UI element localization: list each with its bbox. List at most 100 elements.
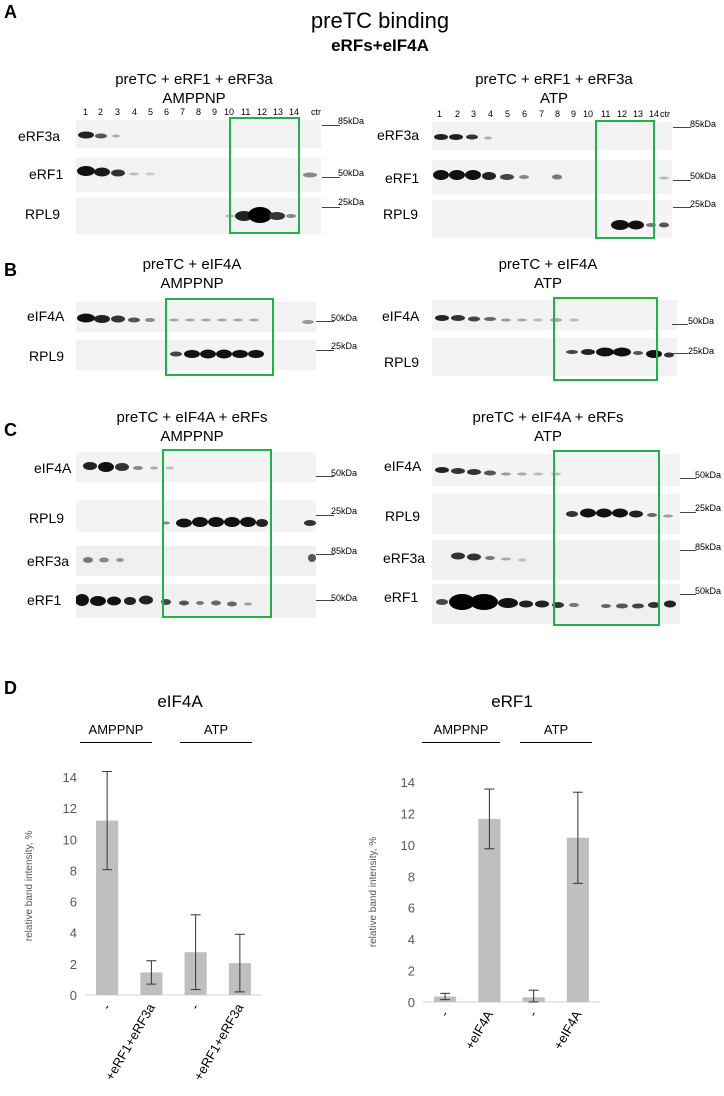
bar [566, 837, 589, 1002]
blot-band [145, 318, 155, 322]
blot-band [196, 601, 204, 605]
blot-label: eIF4A [384, 458, 422, 474]
blot-label: eRF1 [384, 589, 419, 605]
panel-b-left-blots [76, 302, 316, 370]
y-tick-label: 2 [408, 964, 415, 979]
blot-label: eIF4A [34, 460, 72, 476]
lane-number: 11 [601, 109, 611, 119]
blot-band [112, 134, 120, 138]
panel-label-d: D [4, 678, 17, 698]
panel-b-right-title-1: preTC + eIF4A [498, 256, 598, 273]
mw-marker-line [316, 321, 334, 322]
blot-band [533, 318, 543, 322]
blot-band [217, 318, 227, 322]
y-tick-label: 2 [70, 957, 77, 972]
blot-band [569, 318, 579, 322]
blot-label: RPL9 [384, 354, 420, 370]
blot-band [659, 176, 669, 180]
blot-label: RPL9 [383, 206, 419, 222]
mw-marker-line [673, 127, 691, 128]
mw-marker: 85kDa [338, 116, 365, 126]
blot-band [647, 513, 657, 517]
lane-number: 3 [471, 109, 477, 119]
panel-a-right-lane-numbers: 1 2 3 4 5 6 7 8 9 10 11 12 13 14 ctr [0, 109, 724, 121]
lane-number: 13 [273, 107, 284, 117]
blot-band [200, 349, 216, 359]
blot-band [256, 519, 268, 527]
blot-band [116, 558, 124, 562]
blot-label: RPL9 [25, 206, 61, 222]
blot-band [451, 315, 465, 321]
panel-b-right-title-2: ATP [533, 275, 563, 292]
blot-strip [76, 546, 316, 576]
blot-label: eRF1 [385, 170, 420, 186]
panel-label-a: A [4, 2, 17, 22]
blot-band [111, 315, 125, 323]
mw-marker: 25kDa [688, 346, 715, 356]
figure-subtitle: eRFs+eIF4A [331, 36, 429, 55]
y-tick-label: 8 [408, 869, 415, 884]
blot-band [90, 596, 106, 606]
y-tick-label: 10 [63, 832, 77, 847]
highlight-box [229, 117, 300, 234]
lane-number: 9 [571, 109, 577, 119]
blot-label: RPL9 [29, 348, 65, 364]
y-tick-label: 14 [401, 775, 415, 790]
y-tick-label: 6 [408, 901, 415, 916]
blot-band [485, 556, 495, 560]
blot-band [519, 600, 533, 608]
x-tick-label: - [99, 1001, 114, 1012]
blot-band [484, 136, 492, 140]
blot-band [616, 603, 628, 609]
lane-number: 14 [649, 109, 660, 119]
blot-band [466, 134, 478, 140]
x-tick-label: +eIF4A [550, 1008, 584, 1052]
panel-b-left-title-2: AMPPNP [160, 275, 224, 292]
blot-band [78, 131, 94, 139]
blot-band [663, 514, 673, 518]
blot-band [133, 466, 143, 470]
mw-marker-line [316, 554, 334, 555]
mw-marker: 25kDa [690, 199, 717, 209]
panel-label-c: C [4, 420, 17, 440]
mw-marker-line [680, 512, 696, 513]
blot-band [201, 318, 211, 322]
blot-band [517, 472, 527, 476]
blot-band [501, 472, 511, 476]
lane-number: 5 [148, 107, 154, 117]
figure-title: preTC binding [310, 8, 450, 33]
blot-band [107, 596, 121, 606]
panel-a-left-lane-numbers: 1 2 3 4 5 6 7 8 9 10 11 12 13 14 ctr [0, 107, 340, 119]
panel-c-left-title-2: AMPPNP [160, 428, 224, 445]
blot-label: RPL9 [29, 510, 65, 526]
lane-number: 4 [132, 107, 138, 117]
lane-number: 7 [539, 109, 545, 119]
blot-band [569, 603, 579, 607]
chart-title-eif4a: eIF4A [157, 692, 203, 711]
blot-band [484, 317, 496, 321]
panel-a-right-blots [432, 122, 672, 238]
mw-marker-line [322, 125, 340, 126]
y-tick-label: 12 [401, 806, 415, 821]
blot-band [646, 350, 662, 358]
mw-marker: 25kDa [331, 341, 358, 351]
blot-strip [432, 200, 672, 238]
blot-label: eRF3a [383, 550, 426, 566]
blot-band [533, 472, 543, 476]
blot-band [192, 517, 208, 527]
blot-band [648, 602, 660, 608]
blot-band [433, 170, 449, 180]
blot-band [435, 315, 449, 321]
blot-band [566, 350, 578, 354]
highlight-box [162, 449, 272, 618]
blot-label: eRF3a [377, 127, 420, 143]
blot-strip [76, 500, 316, 532]
blot-band [83, 462, 97, 470]
blot-band [601, 604, 611, 608]
lane-number: ctr [660, 109, 670, 119]
blot-band [166, 466, 174, 470]
lane-number: 12 [257, 107, 268, 117]
blot-band [451, 552, 465, 560]
condition-bracket [80, 742, 152, 743]
blot-band [633, 351, 643, 355]
